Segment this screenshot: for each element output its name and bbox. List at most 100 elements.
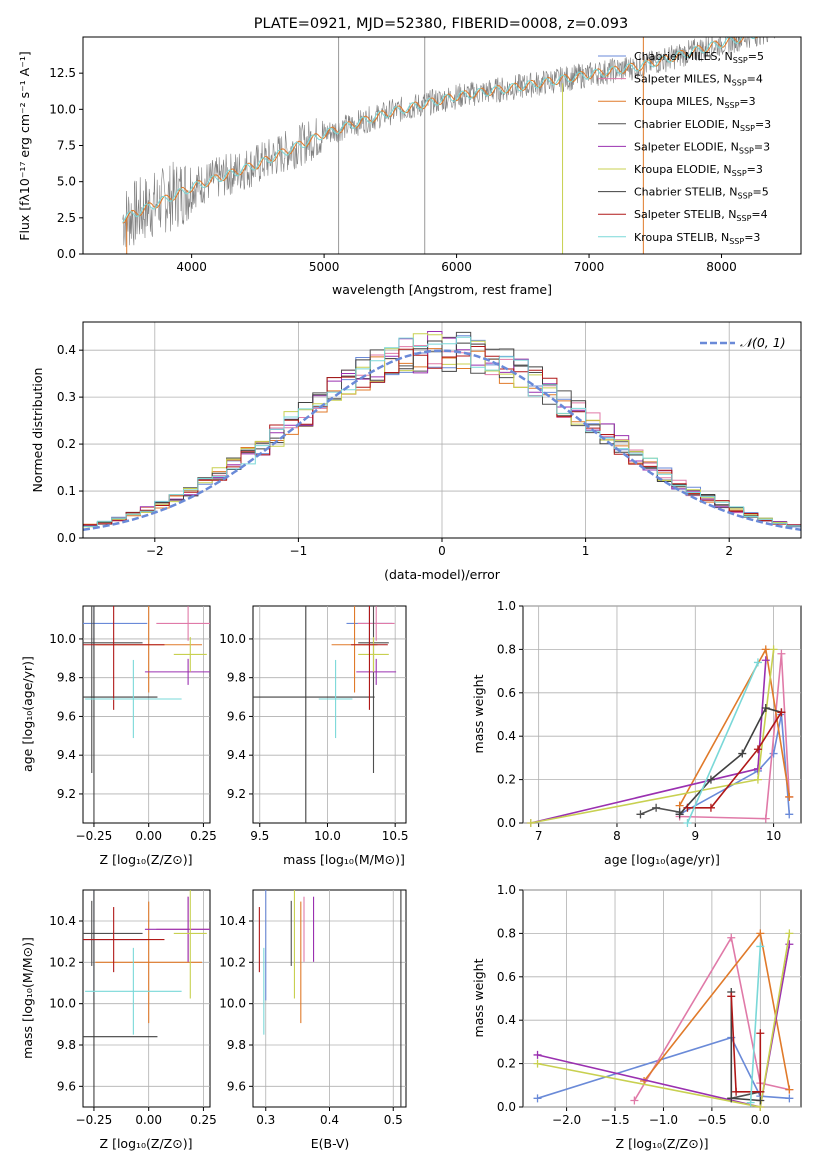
mw-age-ylabel: mass weight — [471, 674, 486, 753]
mw-age-point — [777, 649, 786, 658]
age-z-ytick-label: 10.0 — [49, 632, 76, 646]
mw-z-ytick-label: 0.2 — [497, 1057, 516, 1071]
spectrum-legend: Chabrier MILES, NSSP=5 Salpeter MILES, NS… — [598, 50, 771, 246]
mw-age-point — [785, 792, 794, 801]
mw-z-point — [732, 1087, 741, 1096]
mw-z-ytick-label: 0.8 — [497, 926, 516, 940]
mw-z-point — [756, 1096, 765, 1105]
mw-age-point — [636, 810, 645, 819]
mw-age-point — [769, 645, 778, 654]
mw-age-ytick-label: 0.0 — [497, 816, 516, 830]
spectrum-model-line — [122, 37, 759, 224]
age-z-ytick-label: 9.4 — [57, 748, 76, 762]
mw-z-ylabel: mass weight — [471, 958, 486, 1037]
legend-label: Kroupa STELIB, NSSP=3 — [634, 231, 760, 246]
legend-label: Chabrier MILES, NSSP=5 — [634, 50, 764, 65]
mw-z-xtick-label: −0.5 — [697, 1113, 726, 1127]
mass-ebv-ytick-label: 10.0 — [219, 997, 246, 1011]
mw-age-point — [652, 803, 661, 812]
legend-label: Kroupa ELODIE, NSSP=3 — [634, 163, 763, 178]
residual-ytick-label: 0.0 — [57, 531, 76, 545]
mw-age-point — [761, 703, 770, 712]
residual-ytick-label: 0.4 — [57, 343, 76, 357]
residual-xlabel: (data-model)/error — [384, 567, 501, 582]
spectrum-xtick-label: 4000 — [176, 260, 207, 274]
mw-z-xtick-label: −1.5 — [600, 1113, 629, 1127]
mw-z-point — [785, 940, 794, 949]
mw-z-point — [533, 1059, 542, 1068]
mw-age-ytick-label: 0.4 — [497, 729, 516, 743]
spectrum-xtick-label: 7000 — [574, 260, 605, 274]
mass-z-xtick-label: −0.25 — [76, 1113, 113, 1127]
mass-ebv-ytick-label: 9.8 — [227, 1038, 246, 1052]
legend-label: Salpeter STELIB, NSSP=4 — [634, 208, 768, 223]
mass-z-ytick-label: 10.2 — [49, 955, 76, 969]
age-mass-frame — [252, 605, 407, 824]
mw-age-xtick-label: 8 — [613, 829, 621, 843]
mw-age-ytick-label: 0.6 — [497, 686, 516, 700]
mw-z-point — [630, 1096, 639, 1105]
spectrum-xtick-label: 5000 — [309, 260, 340, 274]
mass-ebv-xtick-label: 0.4 — [320, 1113, 339, 1127]
mw-age-xlabel: age [log₁₀(age/yr)] — [604, 852, 720, 867]
mw-z-point — [727, 933, 736, 942]
mw-z-point — [785, 1094, 794, 1103]
spectrum-ytick-label: 10.0 — [49, 102, 76, 116]
mw-z-point — [727, 1094, 736, 1103]
mw-age-series-line — [678, 646, 791, 806]
spectrum-xlabel: wavelength [Angstrom, rest frame] — [332, 282, 552, 297]
age-z-xtick-label: 0.00 — [135, 829, 162, 843]
mw-z-point — [756, 929, 765, 938]
mass-ebv-ytick-label: 10.4 — [219, 914, 246, 928]
legend-label: Chabrier ELODIE, NSSP=3 — [634, 118, 771, 133]
residual-xtick-label: −2 — [146, 544, 164, 558]
mw-age-ytick-label: 0.8 — [497, 642, 516, 656]
massweight-vs-z-panel: Z [log₁₀(Z/Z⊙)] mass weight −2.0 −1.5 −1.0… — [471, 883, 802, 1151]
mw-z-series-line — [749, 946, 762, 1103]
mw-z-point — [756, 942, 765, 951]
age-z-ytick-label: 9.2 — [57, 787, 76, 801]
mw-age-point — [785, 810, 794, 819]
age-mass-ytick-label: 9.6 — [227, 709, 246, 723]
mass-z-ytick-label: 10.4 — [49, 914, 76, 928]
mw-age-point — [526, 819, 535, 827]
mw-age-point — [769, 749, 778, 758]
mw-age-point — [683, 803, 692, 812]
mw-age-point — [777, 708, 786, 717]
mw-z-point — [756, 1087, 765, 1096]
mw-z-series-line — [537, 1036, 790, 1100]
residual-ytick-label: 0.1 — [57, 484, 76, 498]
mw-z-xtick-label: −2.0 — [552, 1113, 581, 1127]
mw-age-ytick-label: 0.2 — [497, 773, 516, 787]
residual-histogram — [83, 340, 801, 527]
mw-age-point — [706, 775, 715, 784]
age-mass-xtick-label: 9.5 — [250, 829, 269, 843]
age-z-xtick-label: 0.25 — [190, 829, 217, 843]
age-vs-z-panel: Z [log₁₀(Z/Z⊙)] age [log₁₀(age/yr)] −0.2… — [20, 605, 217, 867]
mw-age-point — [706, 803, 715, 812]
residual-xtick-label: 2 — [725, 544, 733, 558]
mass-ebv-xtick-label: 0.5 — [384, 1113, 403, 1127]
age-z-xlabel: Z [log₁₀(Z/Z⊙)] — [100, 852, 193, 867]
age-mass-xtick-label: 10.5 — [382, 829, 409, 843]
age-mass-ytick-label: 10.0 — [219, 632, 246, 646]
mass-z-xtick-label: 0.00 — [135, 1113, 162, 1127]
spectrum-ytick-label: 2.5 — [57, 211, 76, 225]
residual-xtick-label: 0 — [438, 544, 446, 558]
spectrum-frame — [82, 36, 802, 255]
residual-xtick-label: 1 — [582, 544, 590, 558]
mw-z-point — [785, 1085, 794, 1094]
age-mass-xtick-label: 10.0 — [314, 829, 341, 843]
mw-age-xtick-label: 9 — [691, 829, 699, 843]
age-mass-ytick-label: 9.8 — [227, 671, 246, 685]
age-z-ytick-label: 9.8 — [57, 671, 76, 685]
mw-age-point — [753, 658, 762, 667]
spectrum-ytick-label: 12.5 — [49, 66, 76, 80]
mass-vs-z-panel: Z [log₁₀(Z/Z⊙)] mass [log₁₀(M/M⊙)] −0.25… — [20, 889, 217, 1151]
mw-z-point — [785, 929, 794, 938]
legend-label: Kroupa MILES, NSSP=3 — [634, 95, 756, 110]
age-z-ylabel: age [log₁₀(age/yr)] — [20, 656, 35, 772]
mass-z-frame — [82, 889, 211, 1108]
mw-age-series-line — [679, 653, 791, 820]
